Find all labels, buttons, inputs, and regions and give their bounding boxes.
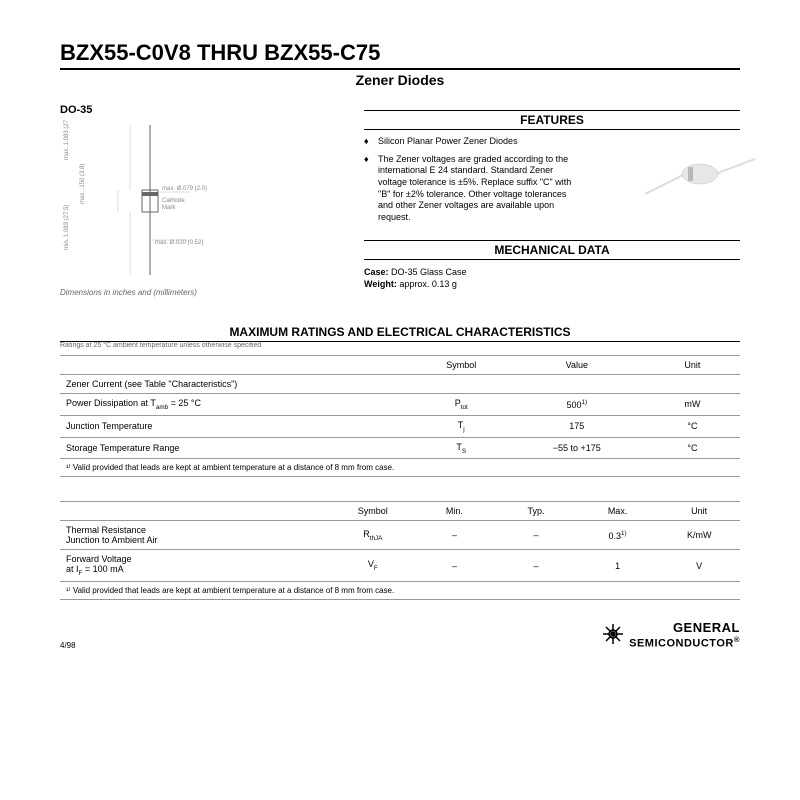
cell-symbol: RthJA: [332, 521, 414, 550]
page-subtitle: Zener Diodes: [60, 72, 740, 88]
col-header: [60, 356, 414, 375]
cell-min: –: [414, 550, 496, 582]
col-header: Max.: [577, 502, 659, 521]
weight-value: approx. 0.13 g: [399, 279, 457, 289]
cell-symbol: VF: [332, 550, 414, 582]
bullet-icon: ♦: [364, 154, 378, 224]
ratings-heading: MAXIMUM RATINGS AND ELECTRICAL CHARACTER…: [60, 325, 740, 342]
case-value: DO-35 Glass Case: [391, 267, 467, 277]
col-header: Unit: [658, 502, 740, 521]
cell-param: Power Dissipation at Tamb = 25 °C: [60, 394, 414, 416]
bullet-icon: ♦: [364, 136, 378, 148]
dim-label: Cathode: [162, 198, 185, 204]
dim-label: max. Ø.020 (0.52): [155, 240, 203, 246]
ratings-table-2: Symbol Min. Typ. Max. Unit Thermal Resis…: [60, 501, 740, 600]
datasheet-page: BZX55-C0V8 THRU BZX55-C75 Zener Diodes D…: [0, 0, 800, 670]
dim-label: Mark: [162, 205, 176, 211]
cell-value: 175: [509, 415, 645, 437]
package-diagram: max. 1.083 (27.5) min. 1.083 (27.5) max.…: [60, 120, 240, 280]
col-header: [60, 502, 332, 521]
table-header-row: Symbol Value Unit: [60, 356, 740, 375]
cell-max: 1: [577, 550, 659, 582]
table-row: Zener Current (see Table "Characteristic…: [60, 375, 740, 394]
table-footnote: ¹⁾ Valid provided that leads are kept at…: [60, 582, 740, 600]
table-footnote-row: ¹⁾ Valid provided that leads are kept at…: [60, 582, 740, 600]
table-row: Storage Temperature Range TS −55 to +175…: [60, 437, 740, 459]
cell-unit: K/mW: [658, 521, 740, 550]
company-logo: GENERAL SEMICONDUCTOR®: [601, 620, 740, 650]
package-label: DO-35: [60, 104, 340, 116]
col-header: Value: [509, 356, 645, 375]
table-row: Thermal ResistanceJunction to Ambient Ai…: [60, 521, 740, 550]
package-column: DO-35 max. 1.083 (27.5) min. 1.0: [60, 104, 340, 297]
logo-icon: [601, 622, 625, 646]
page-footer: 4/98 GENERAL SEMICONDUCTOR®: [60, 620, 740, 650]
table-row: Power Dissipation at Tamb = 25 °C Ptot 5…: [60, 394, 740, 416]
ratings-note: Ratings at 25 °C ambient temperature unl…: [60, 342, 740, 349]
features-heading: FEATURES: [364, 110, 740, 130]
col-header: Min.: [414, 502, 496, 521]
cell-param: Thermal ResistanceJunction to Ambient Ai…: [60, 521, 332, 550]
col-header: Unit: [645, 356, 740, 375]
ratings-table: Symbol Value Unit Zener Current (see Tab…: [60, 355, 740, 477]
logo-text-2: SEMICONDUCTOR®: [629, 635, 740, 650]
case-label: Case:: [364, 267, 389, 277]
dimensions-note: Dimensions in inches and (millimeters): [60, 288, 340, 297]
page-title: BZX55-C0V8 THRU BZX55-C75: [60, 40, 740, 70]
weight-label: Weight:: [364, 279, 397, 289]
table-footnote: ¹⁾ Valid provided that leads are kept at…: [60, 459, 740, 477]
feature-text: Silicon Planar Power Zener Diodes: [378, 136, 518, 148]
col-header: Typ.: [495, 502, 577, 521]
cell-typ: –: [495, 550, 577, 582]
cell-param: Zener Current (see Table "Characteristic…: [60, 375, 414, 394]
cell-value: −55 to +175: [509, 437, 645, 459]
logo-text-1: GENERAL: [673, 620, 740, 635]
feature-item: ♦ Silicon Planar Power Zener Diodes: [364, 136, 740, 148]
cell-value: [509, 375, 645, 394]
cell-symbol: Tj: [414, 415, 509, 437]
cell-value: 5001): [509, 394, 645, 416]
diode-photo-icon: [640, 154, 760, 204]
cell-unit: mW: [645, 394, 740, 416]
cell-unit: V: [658, 550, 740, 582]
features-column: FEATURES ♦ Silicon Planar Power Zener Di…: [364, 104, 740, 297]
table-footnote-row: ¹⁾ Valid provided that leads are kept at…: [60, 459, 740, 477]
mechanical-data: Case: DO-35 Glass Case Weight: approx. 0…: [364, 266, 740, 291]
cell-max: 0.31): [577, 521, 659, 550]
dim-label: max. .150 (3.8): [80, 164, 86, 204]
col-header: Symbol: [332, 502, 414, 521]
cell-symbol: Ptot: [414, 394, 509, 416]
top-section: DO-35 max. 1.083 (27.5) min. 1.0: [60, 104, 740, 297]
cell-symbol: [414, 375, 509, 394]
cell-param: Storage Temperature Range: [60, 437, 414, 459]
mechanical-heading: MECHANICAL DATA: [364, 240, 740, 260]
dim-label: min. 1.083 (27.5): [64, 205, 70, 250]
col-header: Symbol: [414, 356, 509, 375]
table-row: Forward Voltageat IF = 100 mA VF – – 1 V: [60, 550, 740, 582]
footer-date: 4/98: [60, 641, 76, 650]
cell-param: Forward Voltageat IF = 100 mA: [60, 550, 332, 582]
dim-label: max. Ø.079 (2.0): [162, 186, 207, 192]
dim-label: max. 1.083 (27.5): [64, 120, 70, 160]
cell-typ: –: [495, 521, 577, 550]
cell-unit: [645, 375, 740, 394]
cell-unit: °C: [645, 415, 740, 437]
cell-param: Junction Temperature: [60, 415, 414, 437]
feature-text: The Zener voltages are graded according …: [378, 154, 578, 224]
cell-unit: °C: [645, 437, 740, 459]
cell-min: –: [414, 521, 496, 550]
table-row: Junction Temperature Tj 175 °C: [60, 415, 740, 437]
cell-symbol: TS: [414, 437, 509, 459]
table-header-row: Symbol Min. Typ. Max. Unit: [60, 502, 740, 521]
